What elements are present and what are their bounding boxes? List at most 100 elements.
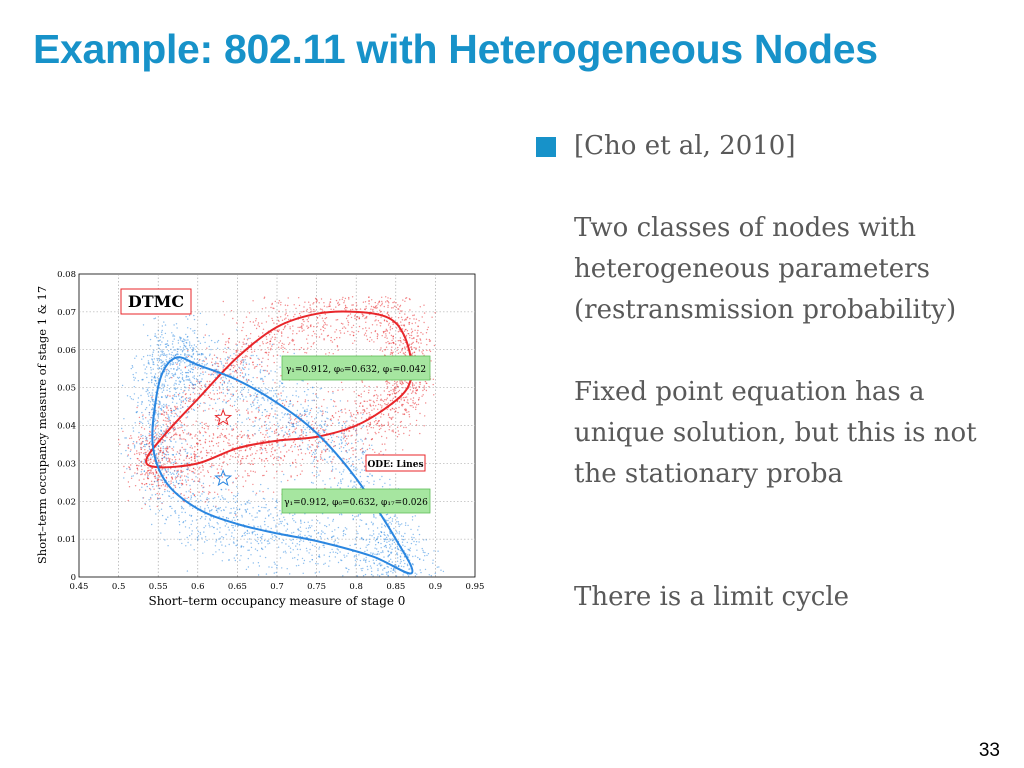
scatter-point	[137, 380, 139, 382]
scatter-point	[230, 373, 232, 375]
scatter-point	[428, 349, 431, 351]
scatter-point	[245, 362, 247, 364]
scatter-point	[353, 331, 355, 334]
scatter-point	[369, 414, 371, 416]
scatter-point	[157, 448, 159, 450]
scatter-point	[167, 545, 169, 547]
scatter-point	[185, 545, 187, 547]
scatter-point	[177, 393, 180, 396]
scatter-point	[279, 340, 282, 342]
scatter-point	[298, 348, 300, 351]
scatter-point	[136, 450, 138, 452]
scatter-point	[399, 558, 402, 561]
scatter-point	[276, 323, 278, 325]
scatter-point	[159, 371, 161, 373]
scatter-point	[389, 539, 392, 541]
scatter-point	[323, 546, 325, 549]
scatter-point	[371, 474, 373, 477]
scatter-point	[236, 426, 238, 428]
scatter-point	[283, 414, 286, 416]
scatter-point	[180, 358, 182, 361]
scatter-point	[268, 542, 271, 544]
scatter-point	[356, 558, 358, 561]
scatter-point	[216, 365, 219, 367]
scatter-point	[275, 536, 277, 538]
scatter-point	[224, 395, 226, 397]
scatter-point	[239, 463, 242, 465]
scatter-point	[153, 488, 155, 490]
scatter-point	[310, 450, 313, 452]
scatter-point	[292, 518, 294, 520]
scatter-point	[284, 314, 286, 316]
scatter-point	[162, 337, 164, 339]
scatter-point	[415, 387, 417, 390]
scatter-point	[255, 417, 257, 419]
scatter-point	[150, 480, 153, 482]
scatter-point	[385, 514, 388, 516]
scatter-point	[315, 449, 317, 451]
scatter-point	[291, 450, 294, 453]
scatter-point	[265, 444, 268, 447]
scatter-point	[282, 551, 285, 553]
scatter-point	[157, 344, 160, 347]
scatter-point	[141, 411, 143, 414]
scatter-point	[203, 475, 205, 477]
scatter-point	[274, 382, 276, 384]
scatter-point	[252, 384, 254, 386]
scatter-point	[304, 401, 306, 403]
scatter-point	[201, 360, 204, 362]
scatter-point	[395, 306, 397, 309]
scatter-point	[163, 383, 165, 385]
scatter-point	[292, 514, 294, 517]
scatter-point	[184, 479, 187, 481]
scatter-point	[387, 297, 389, 299]
scatter-point	[354, 400, 356, 402]
scatter-point	[364, 385, 366, 387]
scatter-point	[221, 560, 223, 562]
scatter-point	[247, 566, 250, 568]
scatter-point	[214, 341, 216, 344]
scatter-point	[402, 449, 404, 451]
scatter-point	[184, 511, 186, 514]
scatter-point	[416, 332, 418, 334]
scatter-point	[199, 466, 201, 469]
scatter-point	[375, 424, 377, 426]
scatter-point	[166, 340, 169, 342]
scatter-point	[337, 526, 340, 529]
scatter-point	[188, 364, 190, 367]
scatter-point	[149, 496, 152, 499]
scatter-point	[336, 552, 339, 555]
scatter-point	[151, 376, 153, 378]
scatter-point	[144, 489, 147, 491]
scatter-point	[194, 495, 196, 498]
scatter-point	[253, 367, 256, 369]
scatter-point	[419, 412, 421, 415]
scatter-point	[233, 516, 235, 519]
scatter-point	[273, 361, 275, 364]
scatter-point	[157, 421, 159, 423]
scatter-point	[197, 367, 199, 369]
scatter-point	[386, 408, 388, 410]
scatter-point	[254, 420, 256, 422]
scatter-point	[349, 416, 352, 418]
scatter-point	[299, 412, 301, 415]
scatter-point	[154, 317, 157, 319]
scatter-point	[180, 361, 182, 363]
scatter-point	[228, 489, 230, 491]
scatter-point	[349, 544, 351, 547]
scatter-point	[178, 434, 181, 436]
scatter-point	[174, 349, 177, 351]
scatter-point	[184, 367, 186, 369]
scatter-point	[371, 438, 373, 440]
scatter-point	[408, 322, 410, 324]
scatter-point	[409, 309, 411, 311]
scatter-point	[152, 399, 155, 401]
scatter-point	[144, 372, 146, 374]
scatter-point	[186, 475, 188, 478]
scatter-point	[290, 403, 292, 405]
scatter-point	[181, 426, 183, 428]
scatter-point	[160, 532, 162, 534]
scatter-point	[281, 402, 284, 405]
scatter-point	[185, 393, 187, 395]
scatter-point	[206, 497, 208, 499]
